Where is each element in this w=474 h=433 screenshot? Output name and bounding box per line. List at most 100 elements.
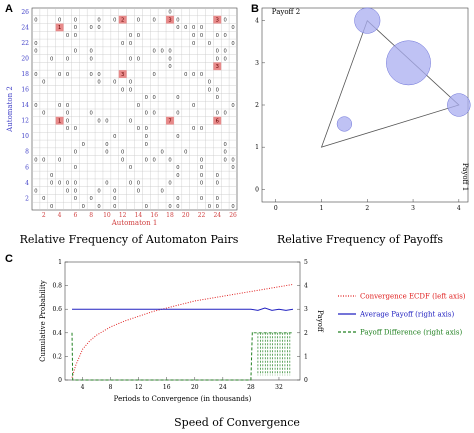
cell-zero: 0: [153, 111, 156, 117]
highlight-cell: [166, 116, 174, 125]
cell-zero: 0: [224, 17, 227, 23]
cell-zero: 0: [208, 87, 211, 93]
cell-zero: 0: [129, 118, 132, 124]
cell-zero: 0: [160, 150, 163, 156]
cell-zero: 0: [113, 80, 116, 86]
cell-zero: 0: [97, 118, 100, 124]
cell-zero: 0: [129, 33, 132, 39]
panel-c-line: 4 8 12 16 20 24 28 3200.20.40.60.81012345Period…: [39, 259, 466, 403]
x-tick-label: 18: [166, 212, 174, 219]
cell-zero: 0: [137, 181, 140, 187]
x-tick-label: 14: [135, 212, 143, 219]
cell-zero: 0: [66, 56, 69, 62]
y-tick-label: 4: [255, 18, 259, 25]
cell-zero: 0: [89, 72, 92, 78]
cell-zero: 0: [74, 150, 77, 156]
cell-zero: 0: [224, 111, 227, 117]
highlight-cell-value: 2: [121, 17, 124, 23]
panel-b-scatter: 0 1 2 3 4 0 1 2 3 4 Payoff 2 Payoff 1: [255, 7, 471, 212]
cell-zero: 0: [224, 33, 227, 39]
y-tick-label: 2: [25, 195, 29, 202]
cell-zero: 0: [74, 181, 77, 187]
cell-zero: 0: [160, 49, 163, 55]
cell-zero: 0: [34, 103, 37, 109]
highlight-cell-value: 3: [216, 64, 219, 70]
cell-zero: 0: [34, 72, 37, 78]
y2-tick-label: 0: [304, 377, 308, 384]
cell-zero: 0: [50, 204, 53, 210]
cell-zero: 0: [34, 188, 37, 194]
highlight-cell-value: 7: [168, 118, 171, 124]
cell-zero: 0: [58, 17, 61, 23]
cell-zero: 0: [153, 72, 156, 78]
cell-zero: 0: [216, 49, 219, 55]
cell-zero: 0: [145, 134, 148, 140]
y2-tick-label: 2: [304, 330, 308, 337]
cell-zero: 0: [176, 111, 179, 117]
line-frame: [64, 261, 301, 381]
cell-zero: 0: [231, 103, 234, 109]
cell-zero: 0: [97, 25, 100, 31]
highlight-cell-value: 1: [58, 118, 61, 124]
cell-zero: 0: [66, 181, 69, 187]
x-tick-label: 16: [163, 384, 171, 391]
cell-zero: 0: [97, 204, 100, 210]
cell-zero: 0: [216, 87, 219, 93]
x-tick-label: 12: [119, 212, 127, 219]
cell-zero: 0: [145, 204, 148, 210]
x-tick-label: 16: [150, 212, 158, 219]
cell-zero: 0: [168, 204, 171, 210]
cell-zero: 0: [74, 33, 77, 39]
cell-zero: 0: [216, 204, 219, 210]
cell-zero: 0: [176, 173, 179, 179]
cell-zero: 0: [168, 10, 171, 16]
y-tick-label: 24: [21, 24, 29, 31]
cell-zero: 0: [192, 103, 195, 109]
y2-axis-label: Payoff: [316, 310, 324, 333]
cell-zero: 0: [50, 56, 53, 62]
cell-zero: 0: [231, 165, 234, 171]
cell-zero: 0: [34, 41, 37, 47]
cell-zero: 0: [231, 41, 234, 47]
cell-zero: 0: [58, 181, 61, 187]
y-tick-label: 2: [255, 102, 259, 109]
cell-zero: 0: [34, 157, 37, 163]
caption-a: Relative Frequency of Automaton Pairs: [20, 233, 239, 246]
cell-zero: 0: [121, 87, 124, 93]
cell-zero: 0: [176, 25, 179, 31]
cell-zero: 0: [192, 72, 195, 78]
cell-zero: 0: [153, 157, 156, 163]
cell-zero: 0: [113, 196, 116, 202]
highlight-cell: [118, 70, 127, 78]
y-tick-label: 0.8: [52, 283, 62, 290]
cell-zero: 0: [129, 181, 132, 187]
x-tick-label: 2: [365, 205, 369, 212]
cell-zero: 0: [216, 181, 219, 187]
x-tick-label: 22: [198, 212, 206, 219]
cell-zero: 0: [74, 126, 77, 132]
payoff-bubble: [386, 40, 431, 86]
cell-zero: 0: [216, 95, 219, 101]
cell-zero: 0: [66, 126, 69, 132]
cell-zero: 0: [184, 72, 187, 78]
cell-zero: 0: [184, 25, 187, 31]
cell-zero: 0: [82, 204, 85, 210]
cell-zero: 0: [168, 181, 171, 187]
y-tick-label: 1: [255, 144, 259, 151]
cell-zero: 0: [113, 17, 116, 23]
cell-zero: 0: [113, 134, 116, 140]
y-tick-label: 4: [25, 180, 29, 187]
cell-zero: 0: [129, 41, 132, 47]
series-line: [71, 283, 294, 378]
cell-zero: 0: [145, 142, 148, 148]
cell-zero: 0: [129, 56, 132, 62]
panel-letter-c: C: [5, 253, 13, 265]
highlight-cell-value: 6: [216, 118, 219, 124]
cell-zero: 0: [113, 188, 116, 194]
cell-zero: 0: [50, 173, 53, 179]
cell-zero: 0: [200, 25, 203, 31]
panel-a-heatmap: 0 0 0 0 0 0 0 0 0 0 0 0 0 0 0 0 0 0 0 0 0 0 0 0 0 0 0 0 0 0 0 0 0 0 0 0 0 0 0 0…: [6, 7, 238, 227]
cell-zero: 0: [113, 204, 116, 210]
cell-zero: 0: [216, 196, 219, 202]
